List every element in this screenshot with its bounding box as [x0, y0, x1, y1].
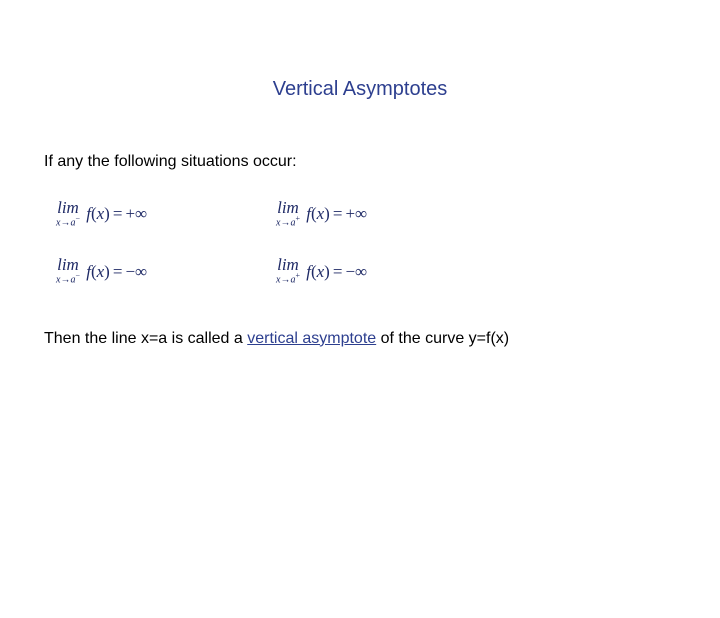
arrow-icon: → — [60, 275, 70, 286]
formula-row: lim x→a− f(x)=+∞ lim x→a+ f(x)=+∞ — [56, 199, 720, 228]
limit-expression: f(x)=−∞ — [86, 263, 147, 280]
rhs-sign: + — [125, 204, 135, 223]
arrow-icon: → — [60, 217, 70, 228]
conclusion-highlight: vertical asymptote — [247, 330, 376, 347]
approach-sign: − — [75, 214, 80, 223]
arrow-icon: → — [280, 275, 290, 286]
approach-sign: + — [295, 271, 300, 280]
arrow-icon: → — [280, 217, 290, 228]
approach-sign: + — [295, 214, 300, 223]
intro-text: If any the following situations occur: — [44, 153, 720, 171]
conclusion-suffix: of the curve y=f(x) — [376, 330, 509, 347]
conclusion-prefix: Then the line x=a is called a — [44, 330, 247, 347]
slide: Vertical Asymptotes If any the following… — [0, 78, 720, 618]
formula-cell: lim x→a− f(x)=+∞ — [56, 199, 276, 228]
formula-cell: lim x→a− f(x)=−∞ — [56, 256, 276, 285]
limit-expression: f(x)=−∞ — [306, 263, 367, 280]
infinity-symbol: ∞ — [135, 262, 147, 281]
formula-row: lim x→a− f(x)=−∞ lim x→a+ f(x)=−∞ — [56, 256, 720, 285]
page-title: Vertical Asymptotes — [0, 78, 720, 101]
limit-block: lim x→a+ — [276, 199, 300, 228]
formula-cell: lim x→a+ f(x)=−∞ — [276, 256, 496, 285]
limit-block: lim x→a− — [56, 199, 80, 228]
approach-sign: − — [75, 271, 80, 280]
limit-block: lim x→a− — [56, 256, 80, 285]
limit-expression: f(x)=+∞ — [306, 205, 367, 222]
rhs-sign: − — [125, 262, 135, 281]
rhs-sign: + — [345, 204, 355, 223]
infinity-symbol: ∞ — [355, 204, 367, 223]
formula-grid: lim x→a− f(x)=+∞ lim x→a+ f(x)=+∞ — [56, 199, 720, 286]
limit-block: lim x→a+ — [276, 256, 300, 285]
formula-cell: lim x→a+ f(x)=+∞ — [276, 199, 496, 228]
rhs-sign: − — [345, 262, 355, 281]
conclusion-text: Then the line x=a is called a vertical a… — [44, 330, 720, 348]
infinity-symbol: ∞ — [135, 204, 147, 223]
infinity-symbol: ∞ — [355, 262, 367, 281]
limit-expression: f(x)=+∞ — [86, 205, 147, 222]
